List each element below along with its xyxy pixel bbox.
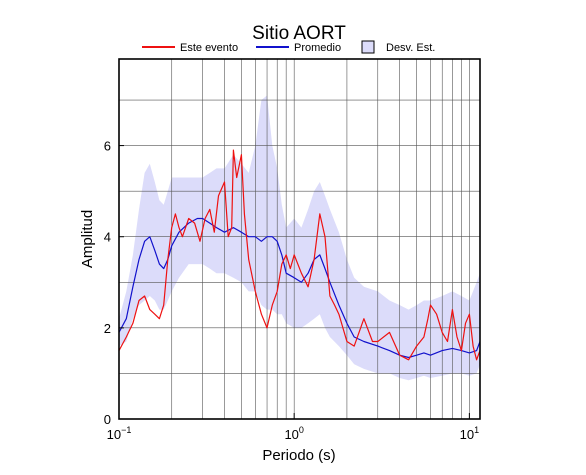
y-tick-label: 6 xyxy=(104,139,111,154)
legend-label: Desv. Est. xyxy=(386,42,435,54)
legend-label: Promedio xyxy=(294,42,341,54)
plot-area: 0 2 4 6 10−1 100 101 xyxy=(104,58,481,442)
legend-swatch xyxy=(361,40,375,54)
x-tick-label: 10−1 xyxy=(107,425,132,442)
y-axis-label: Amplitud xyxy=(79,210,96,268)
x-tick-label: 101 xyxy=(460,425,479,442)
series-line-promedio xyxy=(118,217,481,359)
plot-frame xyxy=(118,58,481,420)
x-tick-label: 100 xyxy=(284,425,303,442)
legend: Este evento Promedio Desv. Est. xyxy=(142,40,435,54)
x-axis-label: Periodo (s) xyxy=(262,447,335,464)
std-band xyxy=(119,95,480,381)
y-tick-label: 4 xyxy=(104,230,111,245)
y-tick-label: 2 xyxy=(104,321,111,336)
series-line-este-evento xyxy=(118,149,481,361)
chart-title: Sitio AORT xyxy=(252,23,346,44)
y-tick-label: 0 xyxy=(104,412,111,427)
legend-label: Este evento xyxy=(180,42,238,54)
